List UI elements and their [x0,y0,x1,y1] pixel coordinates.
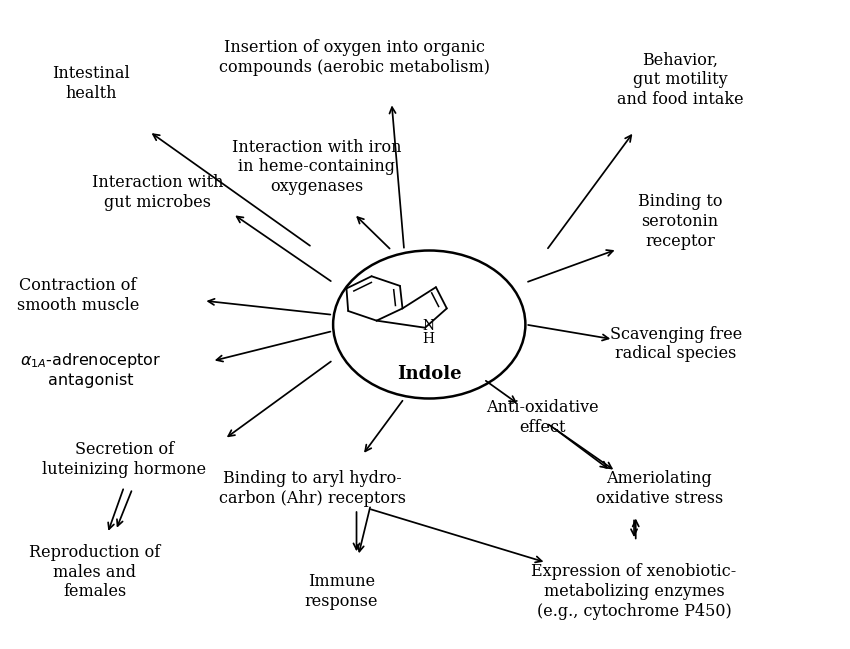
Text: $\alpha_{1A}$-adrenoceptor
antagonist: $\alpha_{1A}$-adrenoceptor antagonist [20,351,162,387]
Circle shape [333,251,525,398]
Text: Anti-oxidative
effect: Anti-oxidative effect [486,400,598,436]
Text: Ameriolating
oxidative stress: Ameriolating oxidative stress [596,471,722,507]
Text: Reproduction of
males and
females: Reproduction of males and females [29,544,161,600]
Text: Immune
response: Immune response [304,573,378,610]
Text: Expression of xenobiotic-
metabolizing enzymes
(e.g., cytochrome P450): Expression of xenobiotic- metabolizing e… [531,563,737,620]
Text: Secretion of
luteinizing hormone: Secretion of luteinizing hormone [42,441,207,478]
Text: Interaction with iron
in heme-containing
oxygenases: Interaction with iron in heme-containing… [232,139,401,195]
Text: Behavior,
gut motility
and food intake: Behavior, gut motility and food intake [617,52,744,108]
Text: Insertion of oxygen into organic
compounds (aerobic metabolism): Insertion of oxygen into organic compoun… [218,39,490,76]
Text: Indole: Indole [397,365,462,383]
Text: N: N [422,319,434,333]
Text: Intestinal
health: Intestinal health [52,65,129,101]
Text: Binding to aryl hydro-
carbon (Ahr) receptors: Binding to aryl hydro- carbon (Ahr) rece… [218,471,405,507]
Text: Binding to
serotonin
receptor: Binding to serotonin receptor [638,193,722,250]
Text: Contraction of
smooth muscle: Contraction of smooth muscle [17,277,139,314]
Text: Interaction with
gut microbes: Interaction with gut microbes [92,175,224,211]
Text: Scavenging free
radical species: Scavenging free radical species [609,326,742,362]
Text: H: H [422,332,434,346]
